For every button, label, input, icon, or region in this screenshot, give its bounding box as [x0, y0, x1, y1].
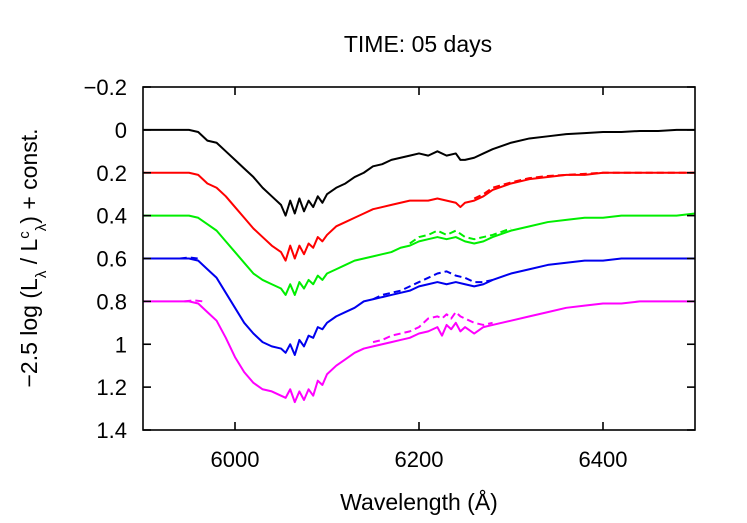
y-tick-label: 0.8 [96, 289, 127, 314]
series-line-1 [143, 171, 695, 262]
plot-frame [142, 86, 696, 431]
series-line-9 [184, 299, 203, 303]
series-line-7 [179, 256, 199, 260]
x-axis-label: Wavelength (Å) [340, 488, 498, 515]
series-layer [143, 128, 696, 404]
series-line-3 [143, 212, 696, 296]
x-tick-labels: 6000 6200 6400 [211, 447, 628, 472]
tick-layer [143, 86, 695, 431]
y-tick-label: 0.4 [96, 204, 127, 229]
y-axis-label-sup: c [16, 231, 33, 239]
x-tick-label: 6200 [395, 447, 444, 472]
series-line-8 [143, 300, 695, 404]
series-line-5 [143, 257, 695, 356]
x-tick-label: 6400 [579, 447, 628, 472]
y-tick-label: −0.2 [84, 75, 127, 100]
y-axis-label-sub2: λ [33, 223, 50, 231]
y-tick-label: 0.2 [96, 161, 127, 186]
y-tick-labels: −0.2 0 0.2 0.4 0.6 0.8 1 1.2 1.4 [84, 75, 127, 443]
y-axis-label-mid: / L [16, 239, 42, 271]
plot-area [142, 86, 696, 431]
y-tick-label: 1.2 [96, 375, 127, 400]
series-line-2 [473, 171, 695, 200]
y-axis-label-post: ) + const. [16, 128, 42, 223]
series-line-10 [372, 311, 493, 344]
y-axis-label: −2.5 log (Lλ / Lcλ) + const. [16, 128, 50, 387]
y-tick-label: 0.6 [96, 247, 127, 272]
y-axis-label-pre: −2.5 log (L [16, 278, 42, 388]
y-tick-label: 1 [115, 332, 127, 357]
series-line-4 [409, 227, 512, 245]
y-tick-label: 1.4 [96, 418, 127, 443]
chart-title: TIME: 05 days [344, 31, 492, 57]
x-tick-label: 6000 [211, 447, 260, 472]
series-line-0 [143, 128, 695, 217]
y-tick-label: 0 [115, 118, 127, 143]
y-axis-label-sub1: λ [33, 270, 50, 278]
